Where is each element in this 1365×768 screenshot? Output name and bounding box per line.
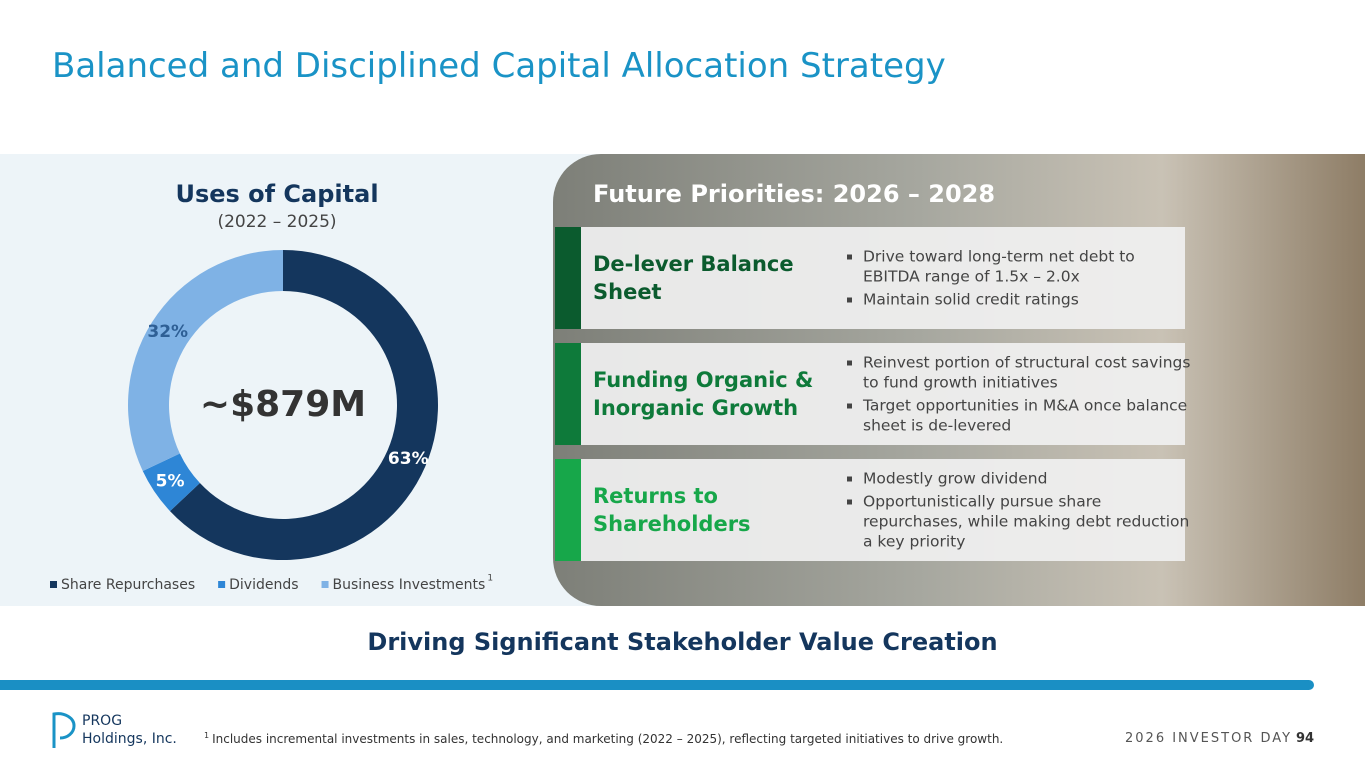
legend-swatch	[50, 581, 57, 588]
center-label: ~$879M	[200, 384, 366, 425]
legend-note: 1	[487, 574, 493, 584]
event-name: 2026 INVESTOR DAY	[1125, 731, 1293, 746]
legend-label: Dividends	[229, 577, 298, 593]
legend-label: Share Repurchases	[61, 577, 195, 593]
priorities-title: Future Priorities: 2026 – 2028	[593, 180, 996, 208]
bullet-list: Reinvest portion of structural cost savi…	[845, 350, 1193, 439]
priority-bar	[555, 343, 581, 445]
value-label: 5%	[156, 472, 185, 492]
priority-row: Funding Organic & Inorganic Growth Reinve…	[555, 343, 1190, 445]
donut-slice	[127, 250, 283, 471]
priority-bar	[555, 227, 581, 329]
legend-swatch	[321, 581, 329, 588]
footnote-marker: 1	[204, 731, 210, 740]
bullet: Drive toward long-term net debt to EBITD…	[863, 247, 1193, 287]
divider	[0, 680, 1314, 690]
footnote: 1 Includes incremental investments in sal…	[204, 731, 1003, 746]
donut-chart: Uses of Capital (2022 – 2025) ~$879M 63%…	[50, 180, 493, 593]
bullet: Target opportunities in M&A once balance…	[863, 396, 1193, 436]
priority-row: Returns to ShareholdersModestly grow div…	[555, 459, 1189, 561]
logo-icon	[52, 712, 76, 748]
bullet: Maintain solid credit ratings	[863, 290, 1193, 310]
bullet: Modestly grow dividend	[863, 469, 1193, 489]
priority-bar	[555, 459, 581, 561]
bullet: Opportunistically pursue share repurchas…	[863, 492, 1193, 552]
priority-row: De-lever Balance SheetDrive toward long-…	[555, 227, 1185, 329]
logo-text: PROG	[82, 713, 123, 729]
priority-heading: Funding Organic & Inorganic Growth	[593, 368, 814, 420]
footnote-text: Includes incremental investments in sale…	[212, 732, 1004, 746]
chart-subtitle: (2022 – 2025)	[217, 212, 336, 232]
value-label: 32%	[147, 322, 188, 342]
priority-heading: Returns to Shareholders	[593, 484, 751, 536]
bullet-list: Modestly grow dividend Opportunistically …	[845, 466, 1193, 555]
bullet: Reinvest portion of structural cost savi…	[863, 353, 1193, 393]
bullet-list: Drive toward long-term net debt to EBITD…	[845, 244, 1193, 313]
slide-title: Balanced and Disciplined Capital Allocat…	[52, 46, 946, 86]
priority-heading: De-lever Balance Sheet	[593, 252, 794, 304]
chart-title: Uses of Capital	[175, 180, 378, 208]
donut-slice	[142, 453, 200, 512]
donut-slice	[170, 250, 438, 560]
tagline: Driving Significant Stakeholder Value Cr…	[367, 628, 998, 656]
legend-swatch	[218, 581, 226, 588]
logo-text: Holdings, Inc.	[82, 731, 177, 747]
page-number: 94	[1296, 731, 1315, 746]
value-label: 63%	[388, 449, 429, 469]
legend-label: Business Investments	[333, 577, 486, 593]
